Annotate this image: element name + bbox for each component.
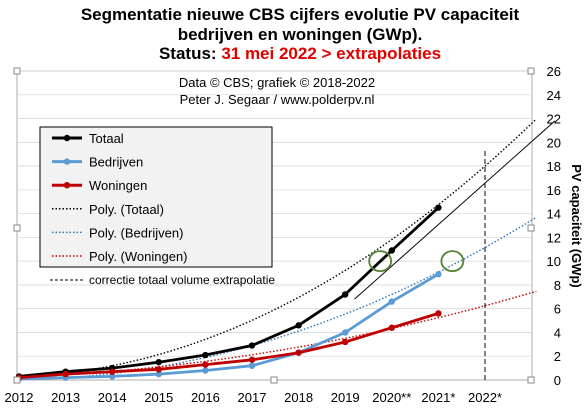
y-tick-label-6: 6 (554, 302, 561, 317)
y-axis-label: PV capaciteit (GWp) (569, 164, 584, 288)
x-tick-label-3: 2015 (144, 390, 173, 405)
highlight-circle-0 (368, 250, 393, 273)
legend-entries: Totaal Bedrijven Woningen Poly. (Totaal) Pol… (52, 131, 188, 264)
data-series (15, 204, 442, 383)
chart-status: Status: 31 mei 2022 > extrapolaties (159, 44, 441, 63)
y-tick-label-14: 14 (547, 207, 561, 222)
y-tick-label-4: 4 (554, 325, 561, 340)
legend-marker-0 (63, 134, 71, 142)
x-tick-label-5: 2017 (238, 390, 267, 405)
series-1-point-2 (109, 373, 116, 380)
correction-line (354, 120, 556, 300)
series-2-point-1 (62, 370, 69, 378)
correction-label: correctie totaal volume extrapolatie (89, 273, 275, 287)
trendline-2 (18, 290, 537, 378)
legend-label-1: Bedrijven (89, 155, 143, 170)
series-2-point-8 (388, 324, 395, 331)
series-2-point-5 (248, 356, 256, 363)
chart-title-line-2: bedrijven en woningen (GWp). (178, 25, 423, 44)
legend-label-5: Poly. (Woningen) (89, 249, 188, 264)
series-0-point-5 (248, 342, 256, 349)
series-2-point-2 (109, 368, 116, 375)
series-line-1 (18, 272, 440, 381)
series-1-point-4 (202, 367, 209, 374)
x-tick-label-7: 2019 (331, 390, 360, 405)
handles (13, 67, 535, 384)
status-label: Status: (159, 44, 217, 63)
series-0-point-9 (435, 204, 442, 211)
x-tick-label-4: 2016 (191, 390, 220, 405)
series-0-point-6 (295, 322, 302, 329)
series-0-point-4 (202, 351, 209, 359)
series-1-point-9 (435, 271, 442, 278)
credit-line-1: Data © CBS; grafiek © 2018-2022 (179, 75, 375, 90)
series-1-point-3 (155, 370, 162, 378)
series-2-point-6 (295, 349, 302, 356)
y-tick-label-12: 12 (547, 230, 561, 245)
y-tick-label-2: 2 (554, 349, 561, 364)
legend-label-2: Woningen (89, 178, 147, 193)
y-tick-label-0: 0 (554, 373, 561, 388)
x-tick-label-6: 2018 (284, 390, 313, 405)
legend-label-4: Poly. (Bedrijven) (89, 225, 183, 240)
correction-note: correctie totaal volume extrapolatie (50, 273, 275, 287)
series-1-point-7 (342, 329, 349, 336)
y-tick-label-8: 8 (554, 278, 561, 293)
series-0-point-3 (155, 358, 162, 366)
legend-label-0: Totaal (89, 131, 124, 146)
credit-line-2: Peter J. Segaar / www.polderpv.nl (180, 92, 375, 107)
legend-box (39, 126, 273, 268)
chart-title-line-1: Segmentatie nieuwe CBS cijfers evolutie … (81, 5, 520, 24)
series-line-0 (18, 206, 440, 378)
series-2-point-9 (435, 310, 442, 317)
x-tick-label-10: 2022* (468, 390, 502, 405)
series-0-point-7 (342, 291, 349, 298)
y-tick-label-16: 16 (547, 183, 561, 198)
series-1-point-8 (388, 298, 395, 305)
x-tick-label-1: 2013 (51, 390, 80, 405)
legend-label-3: Poly. (Totaal) (89, 202, 164, 217)
y-tick-label-10: 10 (547, 254, 561, 269)
x-tick-label-8: 2020** (372, 390, 411, 405)
annotations (354, 120, 556, 380)
series-line-2 (18, 312, 439, 379)
y-tick-label-24: 24 (547, 88, 561, 103)
x-tick-label-0: 2012 (5, 390, 34, 405)
status-value: 31 mei 2022 > extrapolaties (221, 44, 441, 63)
x-tick-label-2: 2014 (98, 390, 127, 405)
series-2-point-3 (155, 366, 162, 373)
trendline-1 (19, 216, 537, 381)
series-2-point-7 (342, 338, 349, 346)
highlight-circle-1 (440, 250, 465, 273)
y-tick-label-26: 26 (547, 64, 561, 79)
legend-marker-1 (63, 158, 71, 165)
trendlines (18, 118, 537, 381)
trendline-0 (18, 118, 537, 378)
y-tick-label-20: 20 (547, 135, 561, 150)
series-1-point-5 (248, 362, 256, 369)
series-2-point-4 (202, 361, 209, 368)
y-tick-label-22: 22 (547, 112, 561, 127)
series-0-point-8 (388, 247, 395, 254)
legend-marker-2 (63, 182, 71, 189)
legend: Totaal Bedrijven Woningen Poly. (Totaal) Pol… (39, 126, 273, 268)
x-tick-label-9: 2021* (421, 390, 455, 405)
y-tick-label-18: 18 (547, 159, 561, 174)
x-axis-ticks: 2012 2013 2014 2015 2016 2017 2018 2019 2020** 20… (5, 390, 502, 405)
